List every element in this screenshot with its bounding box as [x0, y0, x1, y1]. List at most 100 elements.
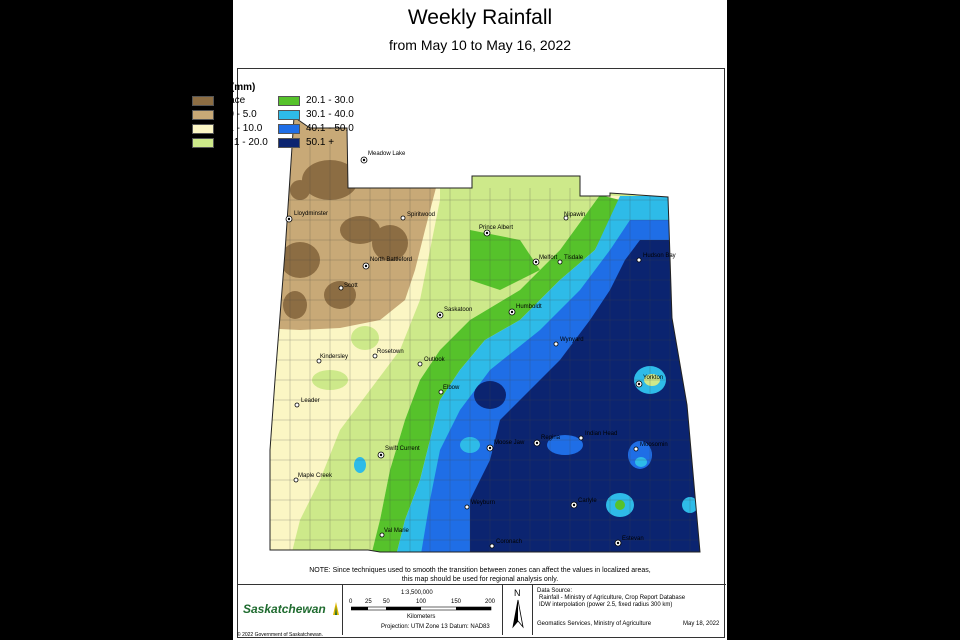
zone-30-40 [354, 457, 366, 473]
town-marker: North Battleford [362, 257, 412, 270]
town-label: Meadow Lake [368, 151, 406, 157]
scale-tick: 50 [383, 599, 390, 605]
legend-swatch [192, 137, 214, 148]
scale-bar [351, 606, 492, 611]
town-dot [553, 341, 559, 347]
legend-item-10-20: 10.1 - 20.0 [192, 137, 268, 148]
town-dot [438, 389, 444, 395]
town-label: Tisdale [564, 255, 584, 261]
town-marker: Melfort [532, 255, 558, 266]
town-marker: Scott [338, 283, 358, 291]
map-footer: Saskatchewan 1:3,500,000 0 25 50 100 150… [237, 584, 726, 635]
town-dot [293, 477, 299, 483]
town-label: Scott [344, 283, 358, 289]
legend-swatch [192, 95, 214, 106]
legend-swatch [278, 95, 300, 106]
town-marker: Carlyle [570, 498, 597, 509]
wheat-sheaf-icon [333, 602, 339, 615]
town-marker: Hudson Bay [636, 253, 676, 263]
town-dot-center [616, 541, 620, 545]
town-dot-center [379, 453, 383, 457]
town-label: Kindersley [320, 354, 348, 360]
town-label: Moosomin [640, 442, 668, 448]
town-marker: Leader [294, 398, 320, 408]
town-label: Yorkton [643, 375, 663, 381]
map-subtitle: from May 10 to May 16, 2022 [388, 37, 572, 53]
town-dot [563, 215, 569, 221]
town-label: Leader [301, 398, 320, 404]
town-dot-center [637, 382, 641, 386]
legend-swatch [192, 109, 214, 120]
logo-panel: Saskatchewan [237, 585, 343, 635]
legend-swatch [278, 137, 300, 148]
town-marker: Humboldt [508, 304, 542, 316]
source-panel: Data Source: Rainfall - Ministry of Agri… [533, 585, 726, 635]
town-dot [316, 358, 322, 364]
north-label: N [514, 588, 521, 598]
town-marker: Elbow [438, 385, 460, 395]
town-dot [294, 402, 300, 408]
town-label: Rosetown [377, 349, 404, 355]
town-label: Spiritwood [407, 212, 435, 218]
town-label: Maple Creek [298, 473, 333, 479]
zone-10-20 [351, 326, 379, 350]
legend-item-50-plus: 50.1 + [278, 137, 334, 148]
town-dot-center [438, 313, 442, 317]
town-label: Nipawin [564, 212, 585, 218]
map-title: Weekly Rainfall [407, 6, 553, 29]
scale-unit: Kilometers [407, 614, 436, 620]
legend-item-30-40: 30.1 - 40.0 [278, 109, 354, 120]
town-dot [557, 259, 563, 265]
town-label: Saskatoon [444, 307, 472, 313]
source-line-1: Rainfall - Ministry of Agriculture, Crop… [539, 595, 686, 601]
town-dot-center [510, 310, 514, 314]
province-boundary [269, 116, 701, 553]
town-dot-center [535, 441, 539, 445]
source-title: Data Source: [537, 588, 573, 594]
town-dot [338, 285, 344, 291]
town-dot-center [534, 260, 538, 264]
town-label: Elbow [443, 385, 460, 391]
town-label: Swift Current [385, 446, 420, 452]
legend-label: 50.1 + [306, 137, 335, 148]
legend-label: 30.1 - 40.0 [306, 109, 354, 120]
legend-label: 40.1 - 50.0 [306, 123, 354, 134]
legend-swatch [278, 109, 300, 120]
north-arrow-panel: N [503, 585, 533, 635]
town-label: Outlook [424, 357, 446, 363]
zone-10-20 [290, 117, 700, 552]
town-marker: Maple Creek [293, 473, 333, 483]
legend-swatch [192, 123, 214, 134]
map-frame [237, 68, 725, 638]
projection-info: Projection: UTM Zone 13 Datum: NAD83 [381, 624, 490, 630]
town-marker: Estevan [614, 536, 644, 547]
map-date: May 18, 2022 [683, 621, 720, 627]
town-label: Prince Albert [479, 225, 513, 231]
legend-label: 1.0 - 5.0 [220, 109, 257, 120]
town-label: Estevan [622, 536, 644, 542]
zone-30-40 [635, 457, 647, 467]
legend-item-40-50: 40.1 - 50.0 [278, 123, 354, 134]
scale-tick: 0 [349, 599, 353, 605]
legend: Rainfall (mm) Trace 1.0 - 5.0 5.1 - 10.0… [186, 82, 386, 152]
town-label: Lloydminster [294, 211, 328, 217]
scale-tick: 150 [451, 599, 462, 605]
legend-swatch [278, 123, 300, 134]
municipal-grid [270, 140, 700, 552]
town-marker: Lloydminster [285, 211, 328, 223]
town-label: Hudson Bay [643, 253, 676, 259]
town-label: Wynyard [560, 337, 584, 343]
town-dot [417, 361, 423, 367]
zone-20-30 [615, 500, 625, 510]
legend-label: 10.1 - 20.0 [220, 137, 268, 148]
town-marker: Coronach [489, 539, 522, 549]
zone-trace [290, 180, 310, 200]
town-dot [636, 257, 642, 263]
legend-label: 5.1 - 10.0 [220, 123, 263, 134]
legend-label: 20.1 - 30.0 [306, 95, 354, 106]
town-dot-center [572, 503, 576, 507]
town-dot [372, 353, 378, 359]
town-label: Carlyle [578, 498, 597, 504]
town-label: Moose Jaw [494, 440, 525, 446]
town-label: Val Marie [384, 528, 410, 534]
